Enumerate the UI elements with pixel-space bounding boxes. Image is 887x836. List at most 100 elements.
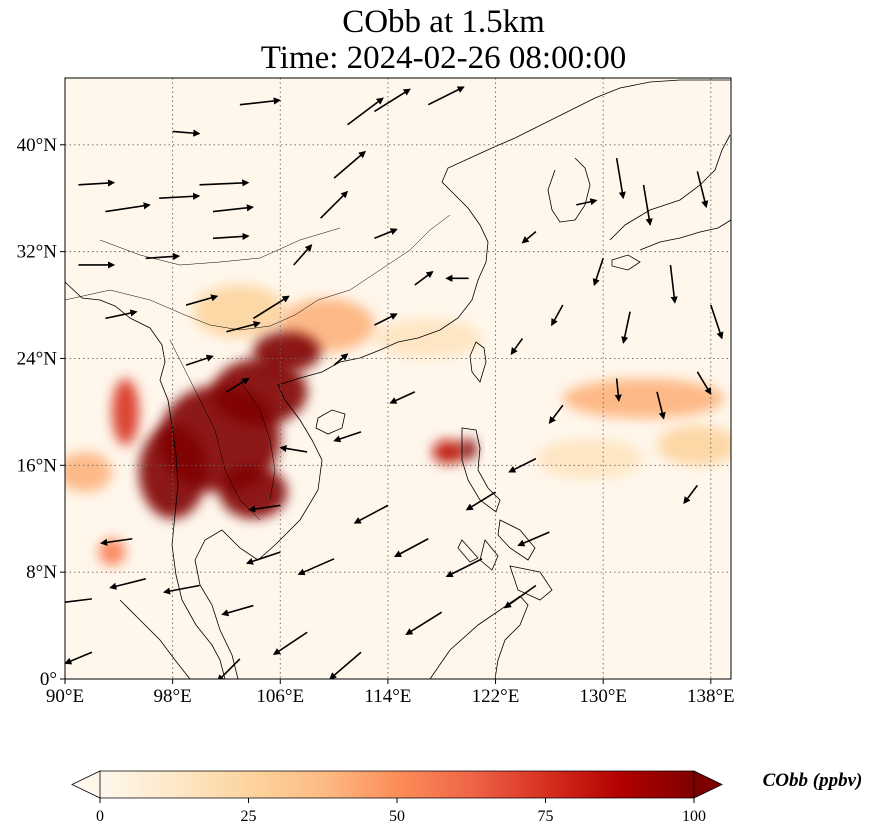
wind-arrow-42 (517, 531, 550, 547)
colorbar-tick-label: 25 (241, 808, 257, 825)
wind-arrow-26 (615, 158, 626, 200)
colorbar-extend-high (693, 770, 723, 799)
lat-tick-label: 16°N (17, 455, 58, 476)
wind-arrow-25 (576, 198, 598, 206)
korea-coastline (547, 157, 591, 223)
wind-arrow-64 (226, 377, 250, 393)
cobb-plume-1 (374, 318, 483, 359)
taiwan-coastline (469, 341, 487, 383)
cobb-plume-13 (139, 425, 207, 519)
wind-arrow-13 (320, 190, 349, 219)
wind-arrow-14 (333, 150, 366, 179)
cobb-plume-14 (219, 465, 287, 519)
wind-arrow-1 (105, 202, 151, 213)
wind-arrow-41 (465, 491, 496, 511)
wind-arrow-2 (159, 192, 201, 200)
lat-tick-label: 24°N (17, 348, 58, 369)
sumatra-coastline (119, 599, 191, 679)
wind-arrow-36 (656, 391, 666, 420)
lat-tick-label: 40°N (17, 135, 58, 156)
wind-arrow-29 (669, 264, 678, 304)
wind-arrow-4 (212, 204, 255, 213)
wind-arrow-12 (293, 244, 313, 266)
wind-arrow-28 (696, 171, 709, 209)
hainan-coastline (315, 409, 346, 435)
colorbar-body (100, 771, 694, 798)
colorbar-extend-low (71, 770, 101, 799)
map-gridlines (65, 78, 731, 679)
wind-arrow-45 (394, 538, 429, 558)
wind-arrow-24 (521, 230, 537, 244)
lon-tick-label: 122°E (472, 686, 520, 707)
wind-arrow-15 (347, 97, 384, 126)
longitude-axis: 90°E 98°E 106°E 114°E 122°E 130°E 138°E (46, 679, 735, 707)
cobb-plume-12 (253, 331, 321, 372)
wind-arrow-38 (683, 484, 699, 505)
wind-arrow-37 (696, 371, 712, 396)
cobb-plume-4 (65, 451, 113, 493)
philippines-coastline (461, 427, 553, 601)
map-frame (64, 77, 732, 680)
wind-arrow-49 (389, 391, 416, 404)
colorbar-ticks: 0 25 50 75 100 (96, 798, 706, 825)
japan-coastline (609, 134, 731, 271)
lon-tick-label: 98°E (154, 686, 192, 707)
wind-arrow-22 (374, 313, 398, 326)
wind-arrow-3 (199, 179, 250, 187)
wind-arrow-32 (592, 258, 604, 287)
wind-arrow-33 (551, 304, 564, 327)
lon-tick-label: 106°E (256, 686, 304, 707)
wind-arrow-39 (548, 404, 564, 424)
wind-arrow-61 (279, 444, 308, 453)
wind-arrow-31 (621, 311, 631, 344)
wind-arrow-17 (427, 86, 465, 106)
lon-tick-label: 114°E (364, 686, 411, 707)
lon-tick-label: 130°E (579, 686, 627, 707)
wind-vector-layer (65, 86, 724, 679)
wind-arrow-53 (221, 604, 254, 617)
cobb-plume-8 (112, 378, 139, 446)
wind-arrow-9 (185, 294, 219, 306)
wind-arrow-59 (216, 658, 241, 679)
cobb-plume-6 (562, 378, 725, 419)
wind-arrow-11 (252, 295, 290, 320)
wind-arrow-58 (65, 651, 93, 665)
map-time-subtitle: Time: 2024-02-26 08:00:00 (260, 40, 627, 76)
colorbar-tick-label: 50 (389, 808, 405, 825)
wind-arrow-57 (100, 537, 133, 546)
map-title: CObb at 1.5km (342, 4, 545, 40)
wind-arrow-56 (65, 598, 93, 604)
wind-arrow-44 (445, 558, 483, 578)
cobb-plume-15 (460, 438, 477, 460)
wind-arrow-0 (78, 179, 116, 187)
colorbar-tick-label: 75 (538, 808, 554, 825)
wind-arrow-50 (297, 558, 335, 576)
wind-arrow-34 (510, 337, 524, 356)
wind-arrow-27 (642, 184, 653, 226)
wind-arrow-52 (329, 651, 362, 679)
cobb-plume-11 (213, 358, 308, 426)
colorbar: 0 25 50 75 100 (71, 770, 723, 825)
wind-arrow-48 (333, 431, 362, 443)
cobb-plume-0 (535, 438, 644, 479)
lon-tick-label: 138°E (687, 686, 735, 707)
wind-arrow-55 (109, 578, 146, 590)
borneo-coastline (429, 595, 529, 679)
colorbar-tick-label: 100 (682, 808, 706, 825)
lat-tick-label: 8°N (26, 562, 57, 583)
country-borders (65, 214, 451, 521)
wind-arrow-51 (272, 631, 308, 656)
colorbar-tick-label: 0 (96, 808, 104, 825)
cobb-plume-2 (657, 425, 731, 466)
wind-arrow-35 (614, 378, 622, 402)
cobb-plume-3 (192, 285, 287, 339)
colorbar-label: CObb (ppbv) (762, 770, 863, 791)
map-plot-area (64, 77, 732, 680)
lon-tick-label: 90°E (46, 686, 84, 707)
wind-arrow-21 (414, 270, 434, 286)
wind-arrow-19 (172, 129, 201, 137)
wind-arrow-62 (245, 551, 281, 565)
wind-arrow-18 (239, 97, 281, 106)
wind-arrow-6 (212, 232, 250, 241)
wind-arrow-5 (145, 252, 181, 261)
